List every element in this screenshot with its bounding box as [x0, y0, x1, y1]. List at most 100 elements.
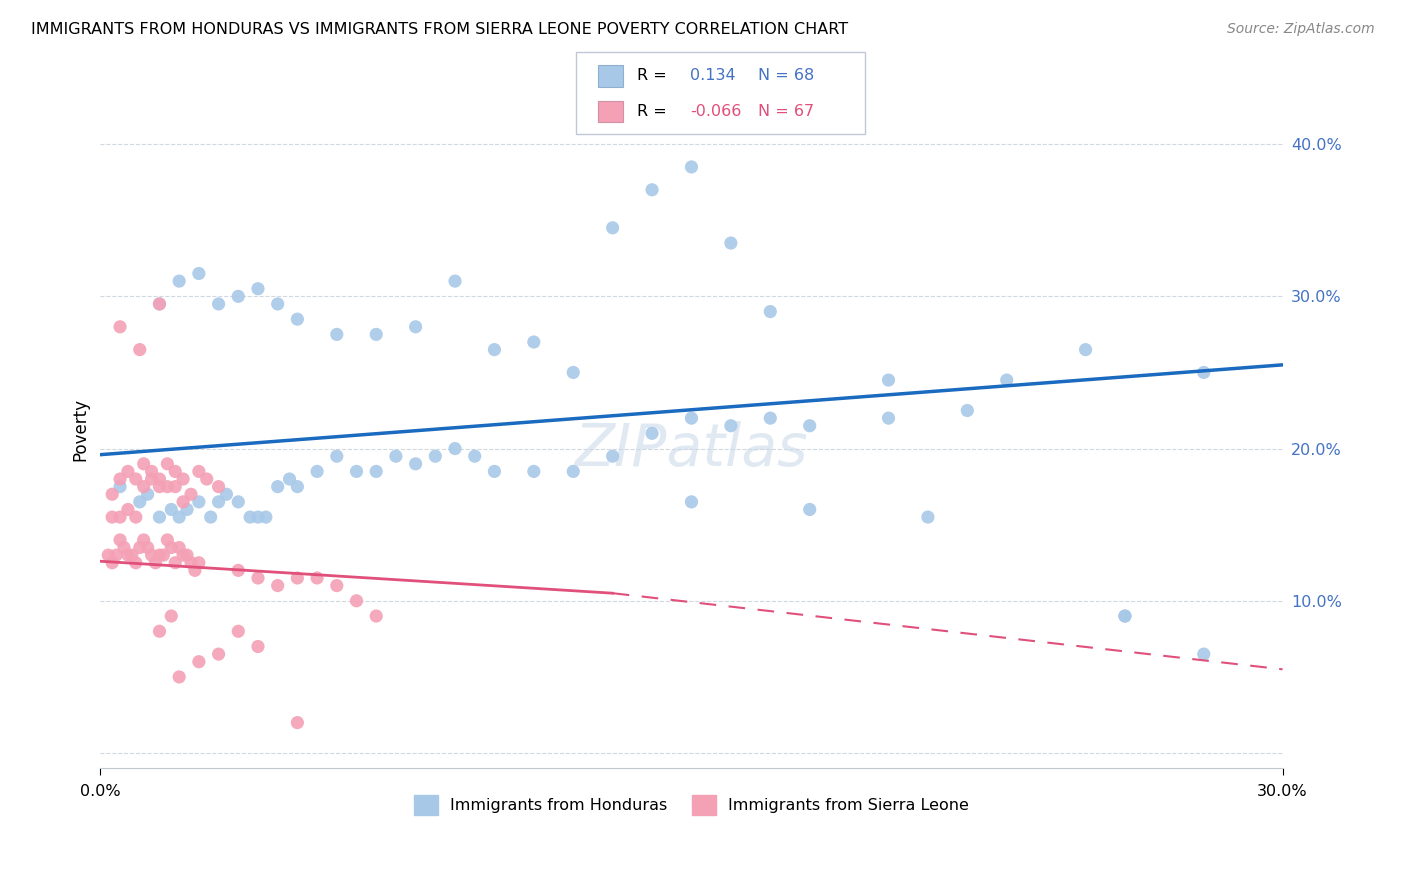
Point — [160, 541, 183, 555]
Point — [1114, 609, 1136, 624]
Point — [101, 510, 124, 524]
Point — [136, 487, 159, 501]
Point — [200, 510, 222, 524]
Point — [246, 510, 269, 524]
Point — [720, 235, 742, 250]
Point — [145, 556, 167, 570]
Point — [641, 183, 664, 197]
Point — [425, 449, 447, 463]
Point — [121, 548, 143, 562]
Point — [444, 442, 467, 456]
Point — [156, 457, 179, 471]
Point — [215, 487, 238, 501]
Point — [105, 548, 128, 562]
Point — [108, 533, 131, 547]
Point — [226, 495, 249, 509]
Point — [307, 571, 329, 585]
Text: R =: R = — [637, 69, 666, 83]
Point — [681, 160, 703, 174]
Point — [187, 495, 209, 509]
Point — [207, 647, 229, 661]
Point — [132, 533, 155, 547]
Legend: Immigrants from Honduras, Immigrants from Sierra Leone: Immigrants from Honduras, Immigrants fro… — [406, 787, 977, 822]
Point — [108, 480, 131, 494]
Point — [1114, 609, 1136, 624]
Point — [326, 578, 349, 592]
Point — [132, 480, 155, 494]
Point — [97, 548, 120, 562]
Point — [176, 548, 198, 562]
Point — [287, 480, 309, 494]
Point — [641, 426, 664, 441]
Point — [112, 541, 135, 555]
Point — [148, 548, 170, 562]
Point — [117, 502, 139, 516]
Point — [720, 418, 742, 433]
Point — [226, 289, 249, 303]
Point — [176, 502, 198, 516]
Point — [125, 472, 148, 486]
Point — [759, 411, 782, 425]
Point — [278, 472, 301, 486]
Point — [681, 495, 703, 509]
Point — [172, 472, 194, 486]
Point — [160, 609, 183, 624]
Point — [187, 267, 209, 281]
Text: -0.066: -0.066 — [690, 104, 742, 119]
Point — [148, 624, 170, 639]
Point — [267, 578, 290, 592]
Point — [484, 464, 506, 478]
Point — [152, 548, 174, 562]
Y-axis label: Poverty: Poverty — [72, 398, 89, 461]
Point — [326, 327, 349, 342]
Point — [799, 502, 821, 516]
Point — [141, 464, 163, 478]
Point — [148, 510, 170, 524]
Point — [101, 487, 124, 501]
Point — [246, 640, 269, 654]
Point — [523, 464, 546, 478]
Point — [346, 464, 368, 478]
Point — [148, 480, 170, 494]
Text: N = 67: N = 67 — [758, 104, 814, 119]
Point — [184, 563, 207, 577]
Point — [128, 495, 150, 509]
Point — [267, 480, 290, 494]
Point — [877, 373, 900, 387]
Point — [562, 464, 585, 478]
Point — [366, 327, 388, 342]
Point — [287, 715, 309, 730]
Point — [307, 464, 329, 478]
Point — [226, 624, 249, 639]
Point — [287, 312, 309, 326]
Point — [187, 556, 209, 570]
Point — [172, 548, 194, 562]
Point — [148, 297, 170, 311]
Point — [108, 472, 131, 486]
Point — [602, 220, 624, 235]
Point — [602, 449, 624, 463]
Point — [108, 319, 131, 334]
Text: N = 68: N = 68 — [758, 69, 814, 83]
Point — [877, 411, 900, 425]
Point — [132, 457, 155, 471]
Point — [207, 480, 229, 494]
Point — [108, 510, 131, 524]
Point — [172, 495, 194, 509]
Point — [254, 510, 277, 524]
Text: 0.134: 0.134 — [690, 69, 735, 83]
Point — [523, 334, 546, 349]
Point — [117, 464, 139, 478]
Point — [484, 343, 506, 357]
Point — [148, 297, 170, 311]
Text: Source: ZipAtlas.com: Source: ZipAtlas.com — [1227, 22, 1375, 37]
Point — [141, 472, 163, 486]
Point — [326, 449, 349, 463]
Point — [180, 487, 202, 501]
Text: IMMIGRANTS FROM HONDURAS VS IMMIGRANTS FROM SIERRA LEONE POVERTY CORRELATION CHA: IMMIGRANTS FROM HONDURAS VS IMMIGRANTS F… — [31, 22, 848, 37]
Point — [148, 472, 170, 486]
Point — [141, 548, 163, 562]
Point — [267, 297, 290, 311]
Point — [405, 319, 427, 334]
Point — [239, 510, 262, 524]
